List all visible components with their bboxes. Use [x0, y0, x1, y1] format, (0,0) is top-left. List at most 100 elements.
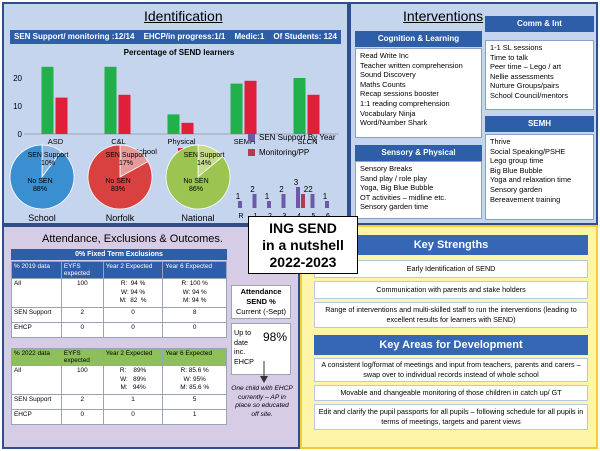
pie-slice [9, 144, 75, 210]
attendance-send-box: Attendance SEND % Current (-Sept) [231, 285, 291, 319]
data-label: 1 [323, 192, 328, 201]
cognition-item: Read Write Inc [360, 51, 409, 60]
sensory-item: Sand play / role play [360, 173, 427, 183]
comm-int-list: 1-1 SL sessions Time to talk Peer time – L… [485, 40, 594, 110]
y-tick-label: 0 [18, 130, 23, 139]
sensory-item: Yoga, Big Blue Bubble [360, 183, 434, 193]
table-header: EYFS expected [60, 348, 104, 366]
key-strength-item: Communication with parents and stake hol… [314, 281, 588, 299]
identification-panel: Identification SEN Support/ monitoring :… [2, 2, 349, 225]
table-header: Year 2 Expected [102, 261, 164, 279]
cognition-item: Sound Discovery [360, 70, 416, 80]
pie-value: 88% [33, 186, 47, 193]
bar [181, 122, 194, 134]
comm-int-header: Comm & Int [485, 16, 594, 32]
key-development-item: Edit and clarify the pupil passports for… [314, 404, 588, 430]
key-strength-item: Early Identification of SEND [314, 260, 588, 278]
interventions-panel: Interventions Cognition & Learning Read … [349, 2, 598, 225]
table-cell: R: 100 % W: 94 % M: 94 % [162, 278, 227, 308]
sensory-item: Sensory garden time [360, 202, 429, 212]
key-strengths-header: Key Strengths [314, 235, 588, 255]
table-cell: EHCP [11, 408, 62, 425]
x-tick-label: ASD [48, 137, 64, 146]
attendance-send-title: Attendance SEND % [240, 287, 282, 306]
table-header: Year 2 Expected [102, 348, 164, 366]
pie-label: No SEN [27, 178, 52, 185]
bar [118, 94, 131, 134]
table-cell: 0 [102, 306, 164, 323]
comm-item: Nurture Groups/pairs [490, 81, 560, 91]
table-cell: 100 [60, 278, 104, 308]
key-development-item: Movable and changeable monitoring of tho… [314, 385, 588, 401]
table-header: Year 6 Expected [162, 261, 227, 279]
table-row: All 100 R: 94 % W: 94 % M: 82 % R: 100 % W:… [11, 278, 227, 308]
pie-title: Norfolk [106, 213, 135, 223]
cognition-item: Recap sessions booster [360, 89, 439, 99]
identification-title: Identification [144, 8, 223, 24]
stat-medic: Medic:1 [234, 32, 265, 41]
sensory-physical-list: Sensory Breaks Sand play / role play Yoga,… [355, 161, 482, 219]
legend-label: Monitoring/PP [259, 148, 309, 157]
pie-value: 14% [197, 160, 211, 167]
key-development-item: A consistent log/format of meetings and … [314, 358, 588, 382]
pie-title: School [28, 213, 56, 223]
semh-item: Yoga and relaxation time [490, 175, 572, 185]
cognition-item: Vocabulary Ninja [360, 108, 416, 118]
attendance-send-sub: Current (-Sept) [235, 307, 286, 316]
table-cell: 2 [60, 393, 104, 410]
table-row: SEN Support 2 0 8 [11, 306, 227, 323]
semh-item: Thrive [490, 137, 511, 146]
semh-item: Lego group time [490, 156, 544, 166]
table-header: Year 6 Expected [162, 348, 227, 366]
bar [301, 194, 305, 208]
table-cell: 0 [60, 408, 104, 425]
pie-label: No SEN [183, 178, 208, 185]
data-label: 1 [265, 192, 270, 201]
semh-header: SEMH [485, 116, 594, 132]
attendance-label: Up to date inc. EHCP [234, 328, 254, 366]
pie-value: 10% [41, 160, 55, 167]
semh-item: Social Speaking/PSHE [490, 146, 566, 156]
bar [267, 201, 271, 208]
stat-students: Of Students: 124 [273, 32, 337, 41]
outcomes-2019-table: % 2019 data EYFS expected Year 2 Expected Y… [11, 261, 227, 338]
legend-swatch [248, 134, 255, 141]
center-title-line1: ING SEND [269, 220, 337, 236]
pie-value: 17% [119, 160, 133, 167]
table-cell: SEN Support [11, 393, 62, 410]
table-header-row: % 2022 data EYFS expected Year 2 Expected Y… [11, 348, 227, 366]
table-cell: 5 [162, 393, 227, 410]
attendance-panel: Attendance, Exclusions & Outcomes. 0% Fi… [2, 225, 300, 449]
attendance-value-box: Up to date inc. EHCP 98% [231, 323, 291, 375]
pie-label: SEN Support [106, 152, 147, 159]
bar [238, 201, 242, 208]
data-label: 2 [308, 185, 313, 194]
data-label: 3 [294, 178, 299, 187]
bar [293, 78, 306, 134]
table-cell: 1 [102, 393, 164, 410]
table-header-row: % 2019 data EYFS expected Year 2 Expected Y… [11, 261, 227, 279]
bar-chart-title: Percentage of SEND learners [124, 48, 235, 57]
bar [281, 194, 286, 208]
bar [41, 66, 54, 134]
table-cell: 1 [162, 408, 227, 425]
semh-item: Sensory garden [490, 184, 543, 194]
table-cell: SEN Support [11, 306, 62, 323]
attendance-title: Attendance, Exclusions & Outcomes. [42, 233, 223, 245]
comm-item: School Council/mentors [490, 90, 569, 100]
attendance-value: 98% [263, 330, 288, 344]
pie-slice [87, 144, 153, 210]
bar [244, 80, 257, 134]
y-tick-label: 10 [13, 102, 22, 111]
cognition-item: Maths Counts [360, 79, 406, 89]
table-header: EYFS expected [60, 261, 104, 279]
x-tick-label: R [238, 213, 243, 220]
bar [310, 194, 315, 208]
table-cell: 8 [162, 306, 227, 323]
key-strength-item: Range of interventions and multi-skilled… [314, 302, 588, 328]
table-cell: 0 [102, 321, 164, 338]
legend-swatch [248, 149, 255, 156]
bar [55, 97, 68, 134]
table-cell: 0 [102, 408, 164, 425]
bar [252, 194, 257, 208]
